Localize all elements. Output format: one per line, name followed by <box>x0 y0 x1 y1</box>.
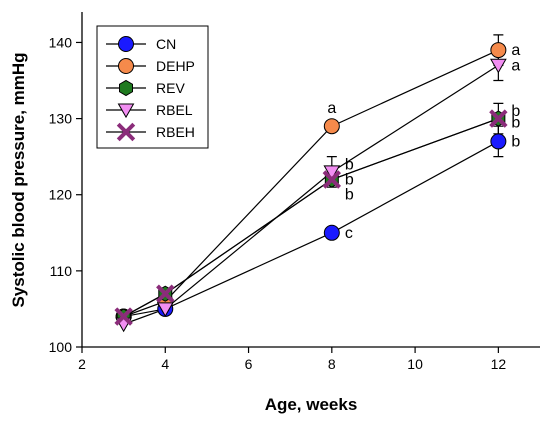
series-line-cn <box>123 140 499 318</box>
legend-marker-dehp <box>118 58 134 74</box>
y-tick-label-120: 120 <box>49 187 73 203</box>
annotation-3: b <box>345 187 354 204</box>
data-point-rbel-12 <box>490 58 507 74</box>
legend-label-rbel: RBEL <box>156 102 193 118</box>
data-point-rbeh-4 <box>156 284 175 303</box>
data-point-rbel-4 <box>156 302 174 318</box>
annotation-7: b <box>511 103 520 120</box>
series-line-rbel <box>123 64 499 325</box>
annotation-6: a <box>511 57 520 74</box>
legend-label-rev: REV <box>156 80 185 96</box>
ticks: 2 4 6 8 10 12 100 110 120 130 140 <box>49 34 507 372</box>
series-line-rbeh <box>123 118 499 318</box>
x-tick-label-6: 6 <box>245 356 253 372</box>
legend-label-rbeh: RBEH <box>156 124 195 140</box>
data-point-rbel-8 <box>323 165 341 181</box>
y-tick-label-140: 140 <box>49 34 73 50</box>
data-point-rbeh-3 <box>114 307 133 326</box>
annotation-5: a <box>511 42 520 59</box>
annotation-1: b <box>345 156 354 173</box>
legend-label-dehp: DEHP <box>156 58 195 74</box>
x-tick-label-8: 8 <box>328 356 336 372</box>
x-tick-label-12: 12 <box>491 356 507 372</box>
x-axis-title: Age, weeks <box>265 395 358 414</box>
axes <box>81 12 540 348</box>
data-point-rbeh-8 <box>322 170 342 189</box>
y-tick-label-110: 110 <box>50 263 73 279</box>
series-lines <box>123 49 499 325</box>
y-tick-label-130: 130 <box>49 111 73 127</box>
data-point-rbeh-12 <box>489 109 508 128</box>
legend-marker-rbeh <box>116 122 136 142</box>
series-line-dehp <box>123 49 499 318</box>
legend-marker-rev <box>119 79 133 97</box>
data-point-cn-8 <box>323 224 340 241</box>
legend-box <box>96 25 209 149</box>
annotation-0: a <box>327 100 336 117</box>
x-tick-label-2: 2 <box>78 356 86 372</box>
legend-marker-cn <box>118 36 134 52</box>
legend-label-cn: CN <box>156 36 176 52</box>
series-markers <box>114 42 508 333</box>
y-tick-label-100: 100 <box>49 339 73 355</box>
y-axis-title: Systolic blood pressure, mmHg <box>9 52 28 307</box>
annotation-2: b <box>345 172 354 189</box>
x-tick-label-4: 4 <box>161 356 169 372</box>
annotation-4: c <box>345 225 353 242</box>
data-point-cn-12 <box>490 133 507 150</box>
annotation-9: b <box>511 133 520 150</box>
data-point-dehp-8 <box>323 118 340 135</box>
annotation-8: b <box>511 114 520 131</box>
x-tick-label-10: 10 <box>407 356 423 372</box>
legend: CN DEHP REV RBEL RBEH <box>96 25 209 149</box>
legend-marker-rbel <box>117 103 135 119</box>
data-point-dehp-12 <box>490 42 507 59</box>
